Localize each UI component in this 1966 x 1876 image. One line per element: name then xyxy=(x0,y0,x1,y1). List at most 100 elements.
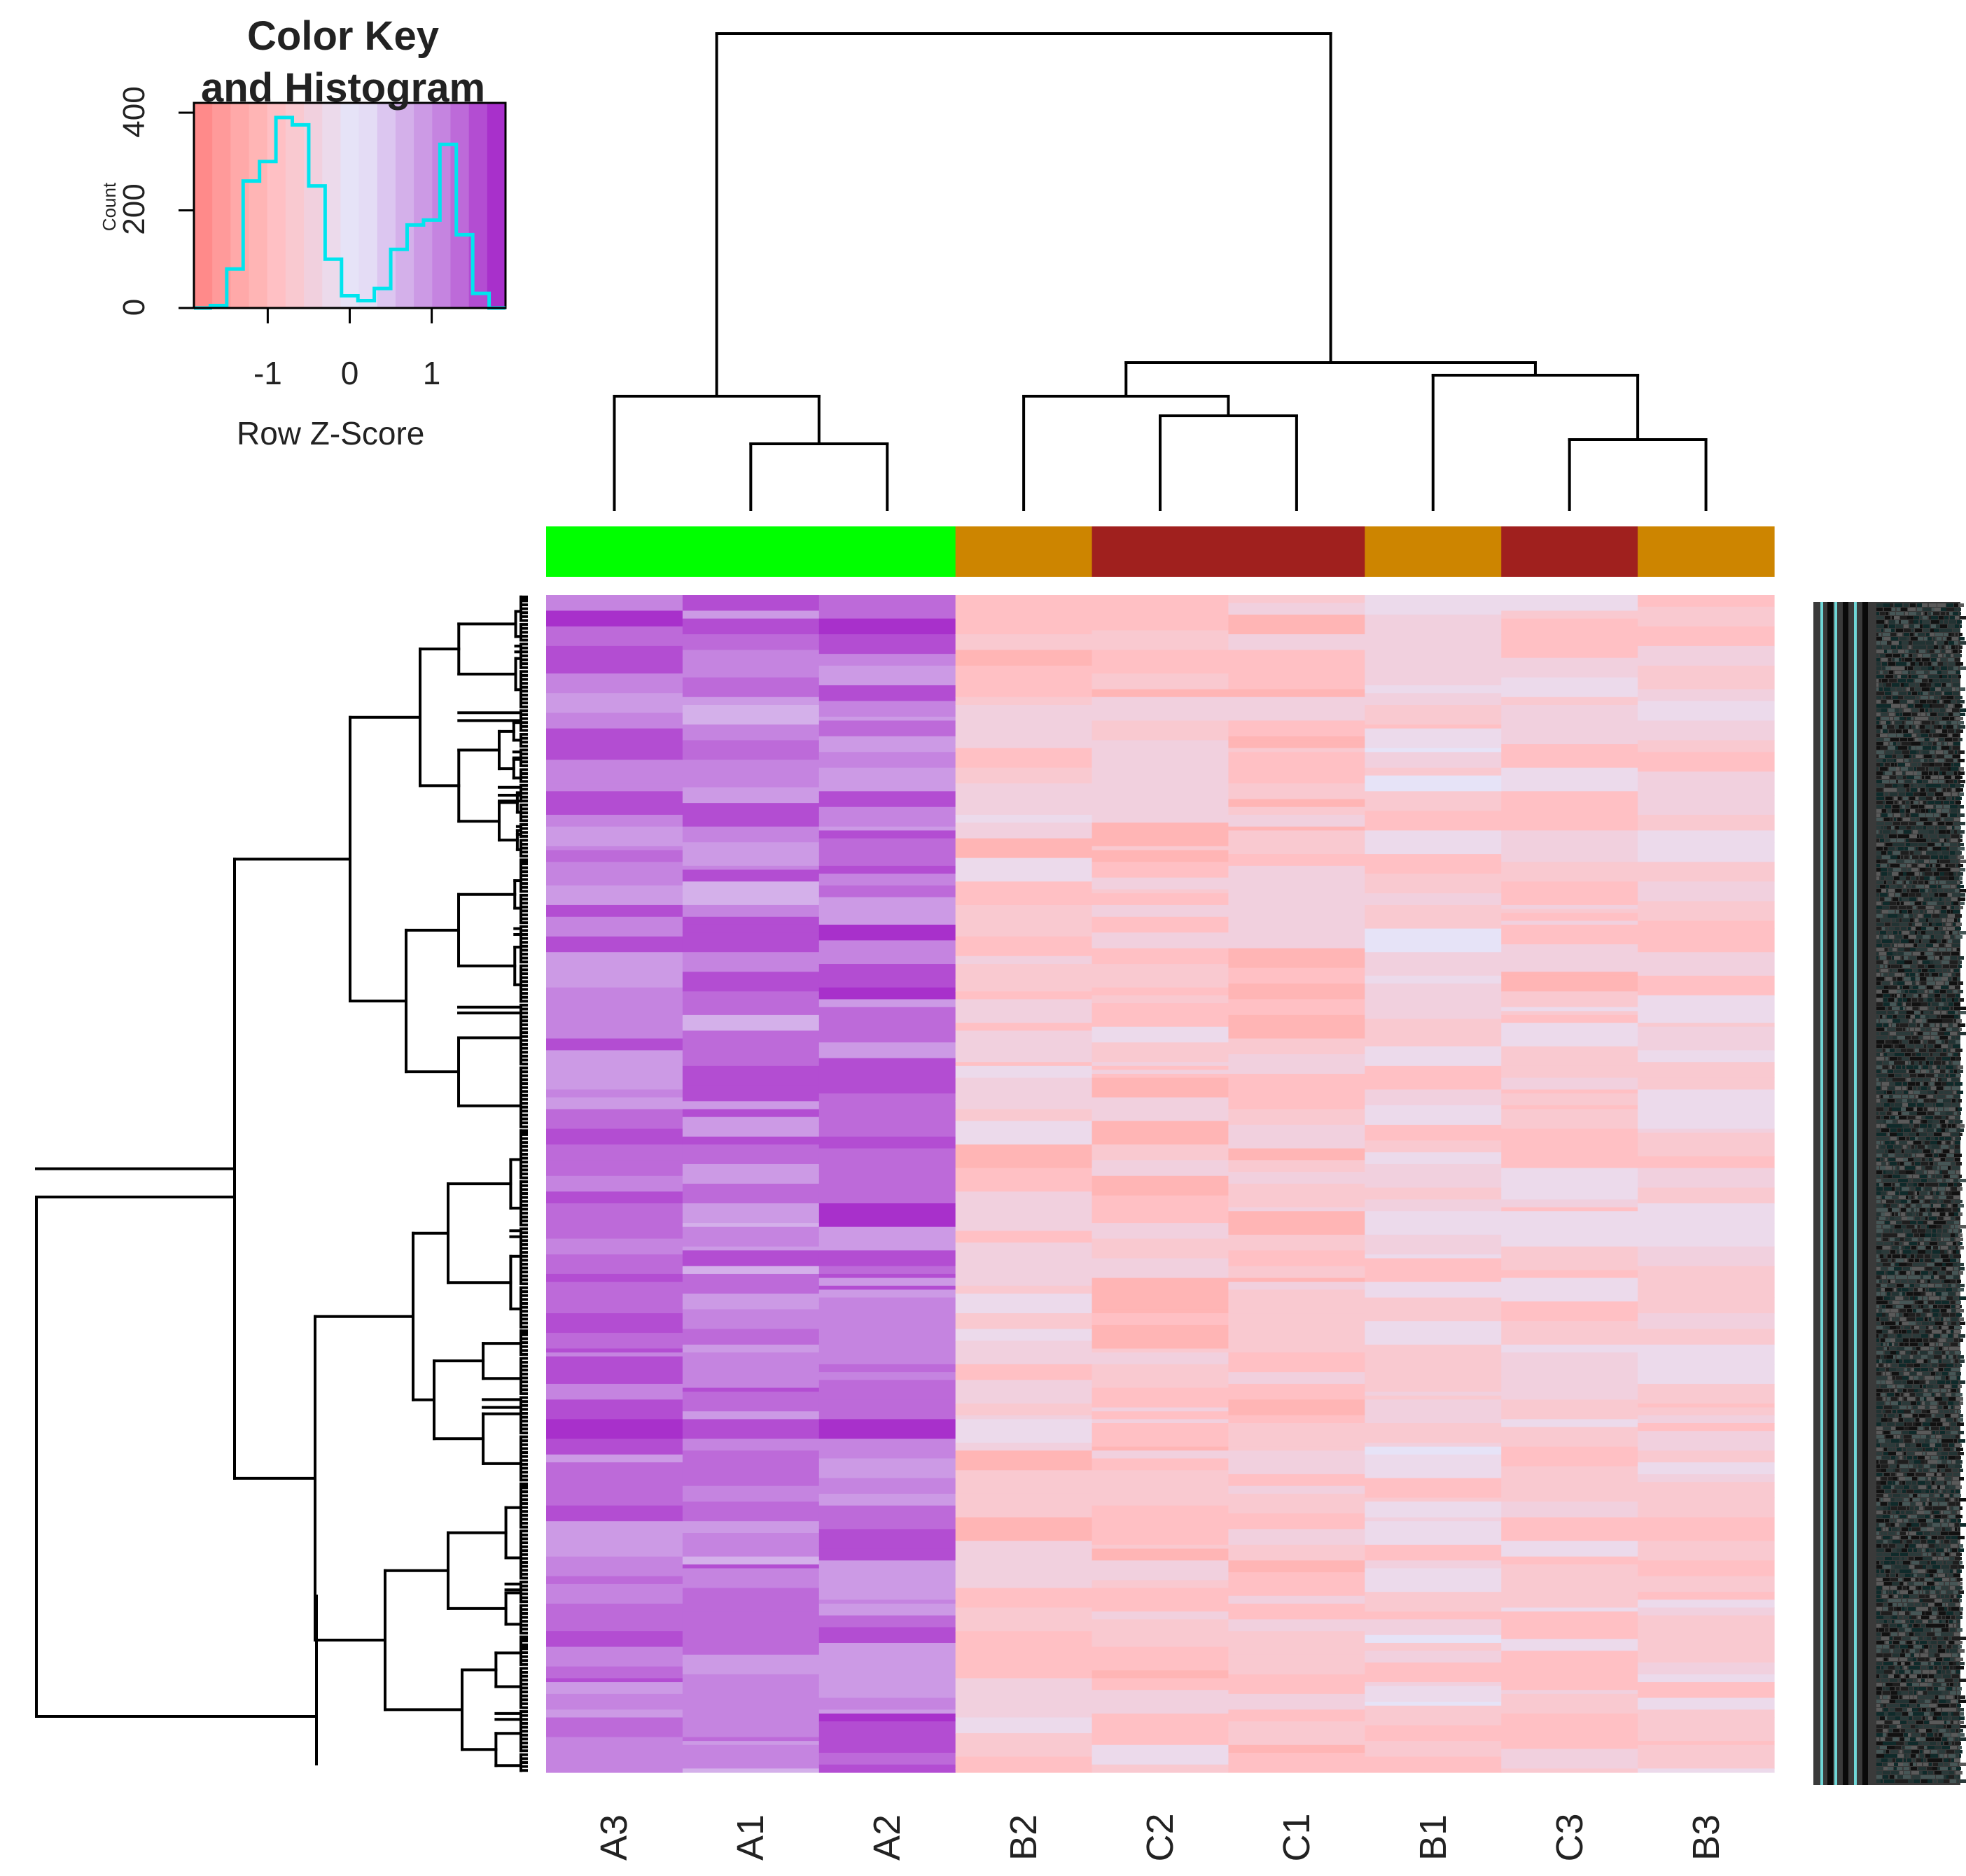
row-label-glyph xyxy=(1900,1317,1906,1321)
row-label-glyph xyxy=(1883,1120,1886,1124)
row-label-glyph xyxy=(1896,1259,1904,1262)
row-label-glyph xyxy=(1879,1183,1883,1186)
heatmap-cell xyxy=(546,1714,683,1718)
row-label-glyph xyxy=(1902,1099,1907,1102)
color-key-swatch xyxy=(377,103,396,308)
row-label-glyph xyxy=(1920,855,1925,859)
heatmap-cell xyxy=(819,1364,956,1373)
row-label-glyph xyxy=(1909,990,1915,993)
heatmap-cell xyxy=(1501,909,1638,913)
row-label-glyph xyxy=(1883,944,1890,947)
row-label-glyph xyxy=(1882,927,1885,930)
row-label-glyph xyxy=(1883,1233,1888,1237)
row-label-glyph xyxy=(1943,973,1948,976)
row-label-glyph xyxy=(1911,1145,1914,1149)
row-label-glyph xyxy=(1892,692,1898,695)
heatmap-cell xyxy=(683,1631,819,1655)
row-label-glyph xyxy=(1937,1086,1943,1090)
heatmap-cell xyxy=(956,881,1092,902)
row-label-glyph xyxy=(1930,1162,1933,1166)
row-label-glyph xyxy=(1934,813,1939,817)
heatmap-cell xyxy=(1638,1404,1774,1408)
row-label-glyph xyxy=(1924,1107,1927,1111)
row-label-glyph xyxy=(1881,658,1888,662)
row-label-glyph xyxy=(1911,763,1917,766)
row-label-glyph xyxy=(1920,1284,1927,1287)
row-label-glyph xyxy=(1925,843,1927,846)
row-label-glyph xyxy=(1902,1355,1909,1359)
row-label-glyph xyxy=(1894,738,1899,741)
row-label-glyph xyxy=(1960,902,1965,905)
row-label-glyph xyxy=(1903,994,1906,997)
row-label-glyph xyxy=(1934,1368,1938,1371)
row-label-glyph xyxy=(1952,1385,1958,1388)
row-label-glyph xyxy=(1912,998,1917,1002)
heatmap-cell xyxy=(546,1419,683,1439)
heatmap-cell xyxy=(683,1282,819,1294)
heatmap-cell xyxy=(1228,1596,1365,1604)
row-label-glyph xyxy=(1917,608,1922,611)
row-label-glyph xyxy=(1888,1418,1892,1422)
row-label-glyph xyxy=(1951,910,1953,913)
row-label-glyph xyxy=(1944,1406,1948,1409)
row-label-glyph xyxy=(1911,742,1916,746)
row-label-glyph xyxy=(1876,1036,1882,1040)
row-label-glyph xyxy=(1907,616,1913,620)
heatmap-cell xyxy=(819,1042,956,1058)
row-label-glyph xyxy=(1911,1015,1915,1018)
row-label-glyph xyxy=(1892,805,1899,808)
row-label-glyph xyxy=(1888,860,1896,863)
row-label-glyph xyxy=(1897,645,1902,649)
row-label-glyph xyxy=(1949,1128,1956,1132)
row-label-glyph xyxy=(1919,1061,1922,1065)
heatmap-cell xyxy=(1638,1462,1774,1474)
heatmap-cell xyxy=(683,1030,819,1054)
row-label-glyph xyxy=(1925,965,1927,968)
row-label-glyph xyxy=(1957,1183,1962,1186)
row-label-glyph xyxy=(1899,717,1904,720)
row-label-glyph xyxy=(1906,1196,1908,1199)
row-label-glyph xyxy=(1953,1250,1956,1254)
row-label-glyph xyxy=(1914,1061,1918,1065)
row-label-glyph xyxy=(1876,990,1882,993)
row-label-glyph xyxy=(1953,1401,1959,1405)
row-label-glyph xyxy=(1959,1359,1965,1363)
heatmap-cell xyxy=(1365,1321,1501,1345)
row-label-glyph xyxy=(1947,918,1954,922)
heatmap-cell xyxy=(819,1616,956,1628)
row-label-glyph xyxy=(1906,839,1909,842)
row-label-glyph xyxy=(1929,1368,1933,1371)
row-label-glyph xyxy=(1958,956,1964,960)
row-label-glyph xyxy=(1919,805,1924,808)
row-label-glyph xyxy=(1915,1259,1919,1262)
row-label-glyph xyxy=(1902,1103,1908,1107)
heatmap-cell xyxy=(819,1749,956,1753)
row-label-glyph xyxy=(1941,1389,1946,1392)
row-label-glyph xyxy=(1915,1196,1918,1199)
row-label-glyph xyxy=(1876,1032,1879,1035)
heatmap-cell xyxy=(1092,1529,1229,1545)
row-label-glyph xyxy=(1889,834,1897,838)
row-label-glyph xyxy=(1880,860,1887,863)
row-label-glyph xyxy=(1902,1112,1909,1115)
row-label-glyph xyxy=(1904,755,1909,758)
row-label-glyph xyxy=(1920,1002,1927,1006)
row-label-glyph xyxy=(1942,771,1946,775)
row-label-glyph xyxy=(1884,1347,1887,1350)
heatmap-cell xyxy=(1228,1039,1365,1055)
heatmap-cell xyxy=(1638,1247,1774,1267)
row-label-glyph xyxy=(1929,1049,1936,1052)
row-label-glyph xyxy=(1938,889,1943,892)
row-label-glyph xyxy=(1895,1116,1899,1119)
row-label-glyph xyxy=(1921,893,1927,897)
row-label-glyph xyxy=(1916,927,1921,930)
heatmap-cell xyxy=(1092,1313,1229,1325)
heatmap-cell xyxy=(546,850,683,862)
row-label-glyph xyxy=(1918,944,1925,947)
row-label-glyph xyxy=(1890,1229,1892,1233)
row-label-glyph xyxy=(1888,1074,1894,1077)
heatmap-cell xyxy=(1228,748,1365,752)
row-label-glyph xyxy=(1927,1091,1934,1094)
row-label-glyph xyxy=(1951,1078,1959,1082)
row-label-glyph xyxy=(1905,1061,1908,1065)
